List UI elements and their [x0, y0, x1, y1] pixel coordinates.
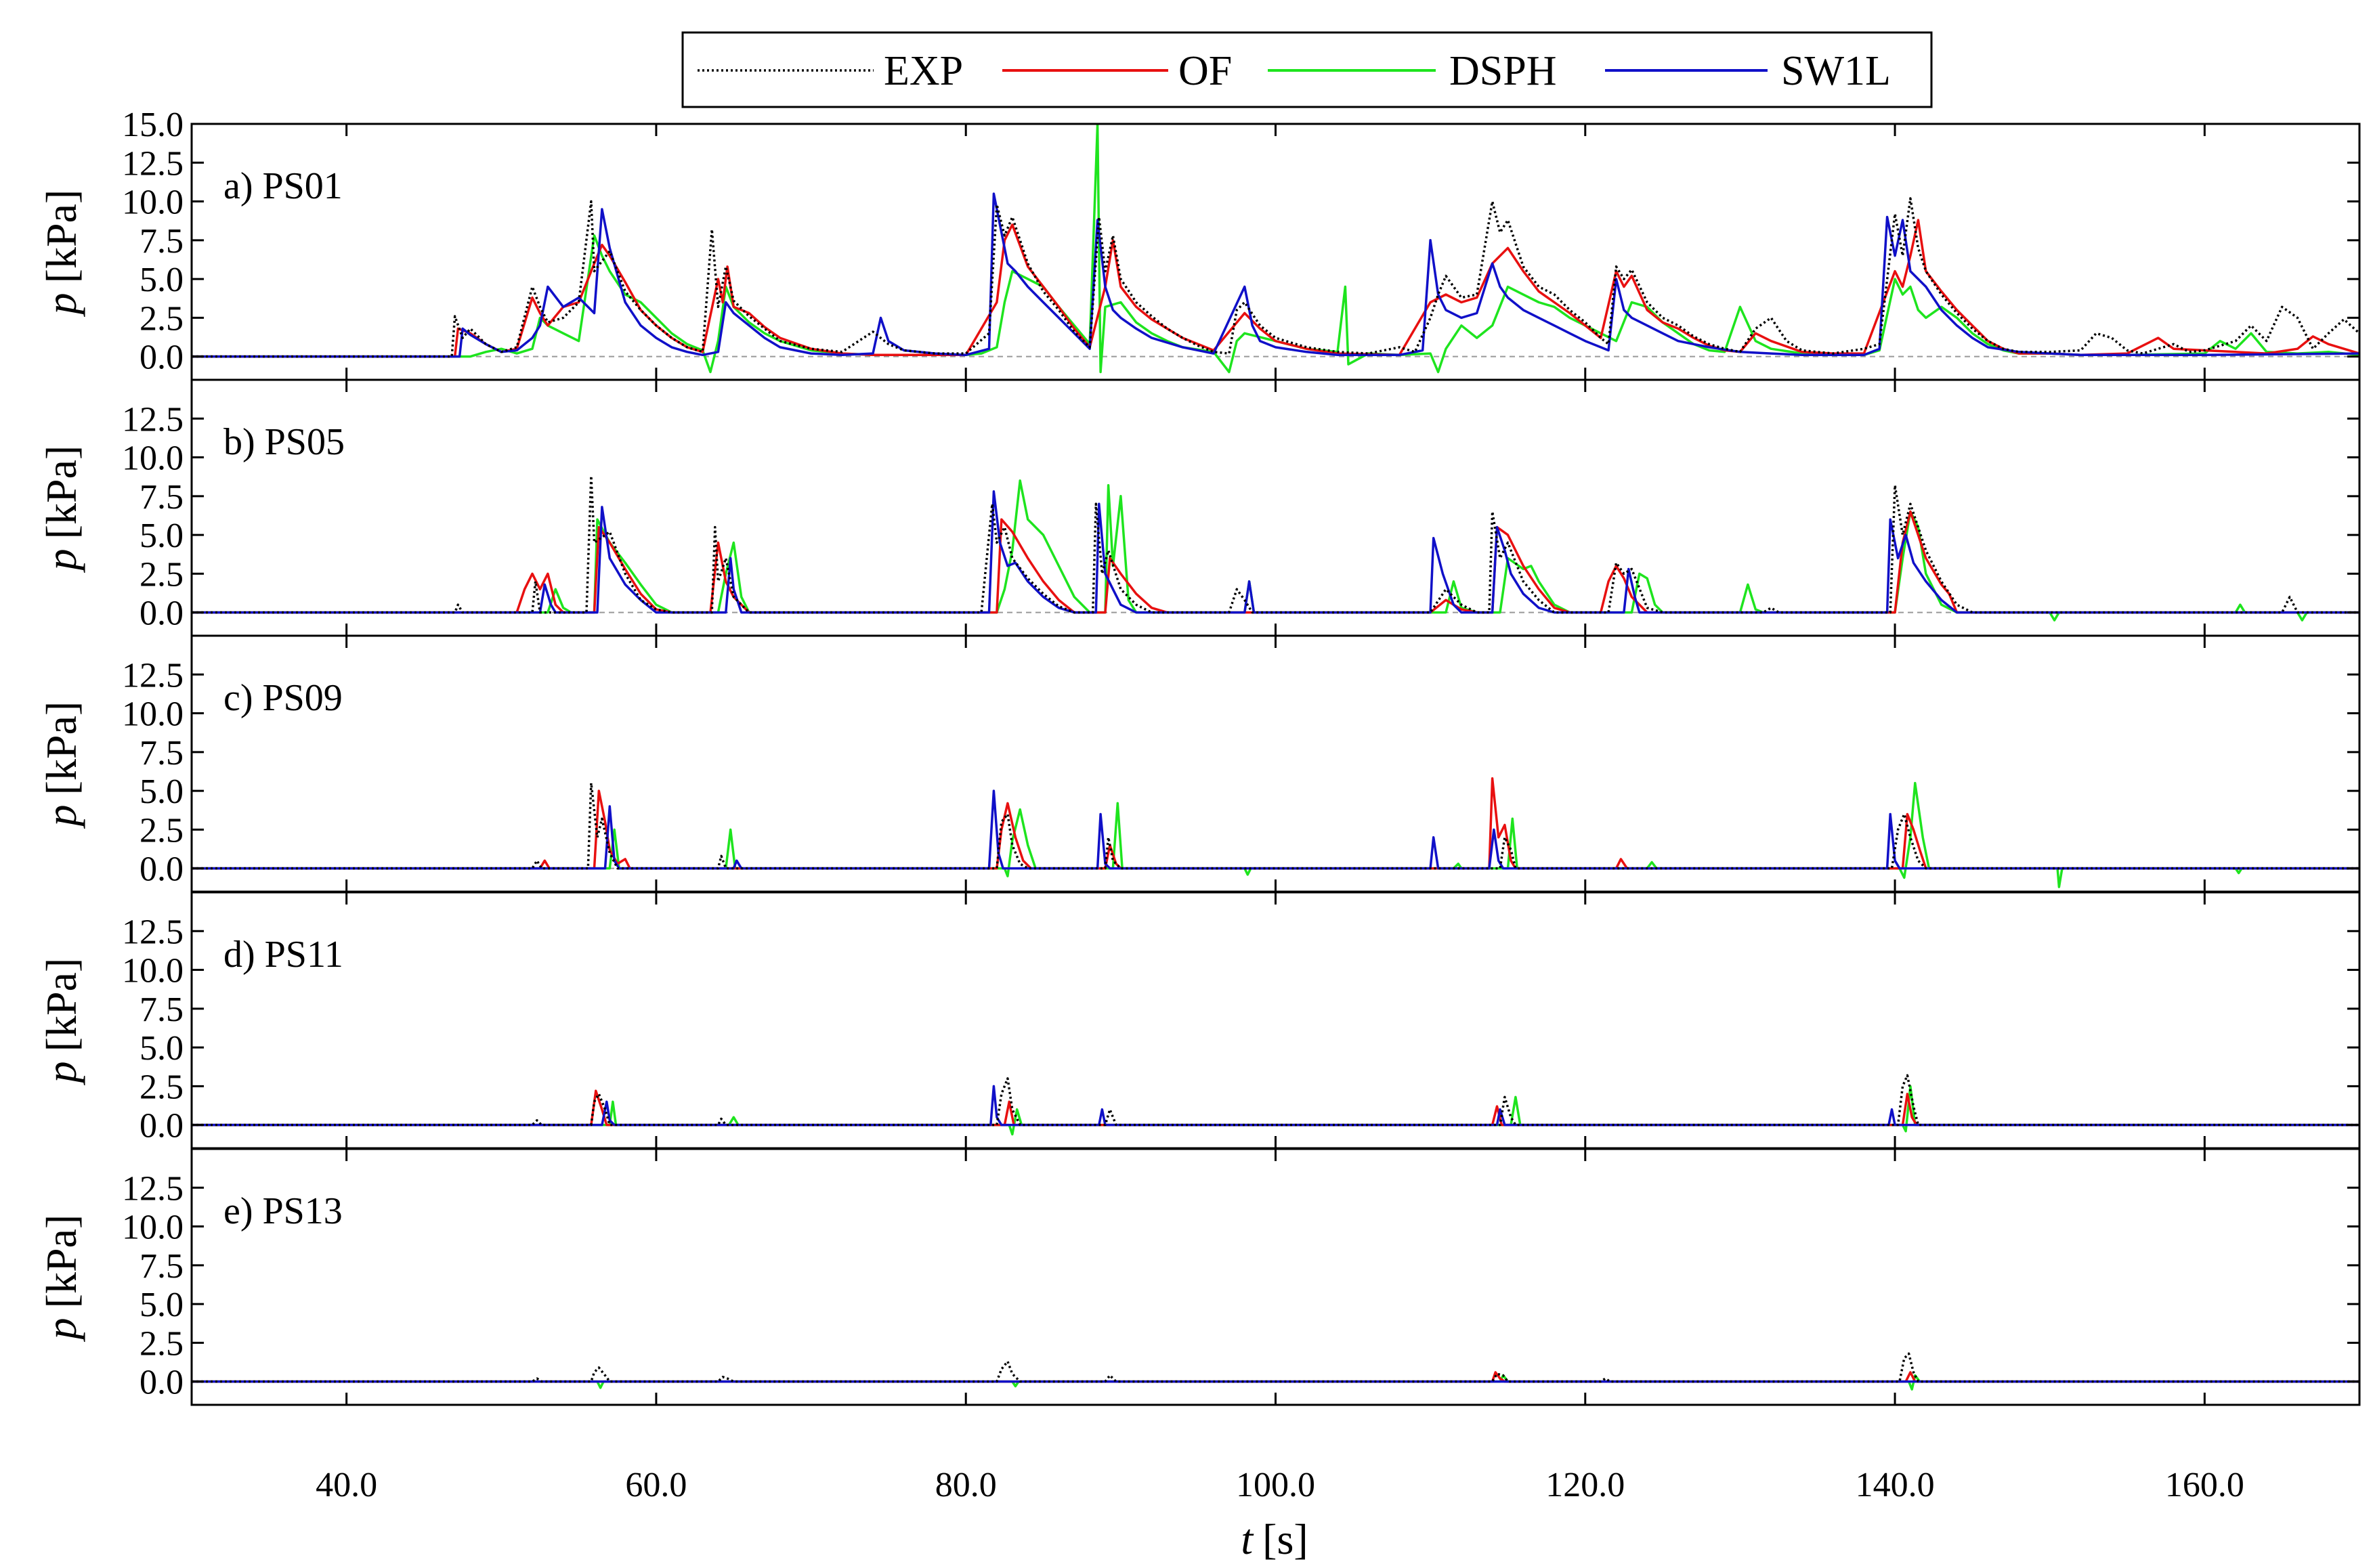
x-tick-label: 80.0 [935, 1466, 997, 1504]
y-tick-label: 12.5 [122, 913, 184, 951]
x-tick-label: 100.0 [1236, 1466, 1315, 1504]
y-tick-label: 2.5 [140, 1068, 184, 1106]
y-tick-label: 10.0 [122, 439, 184, 478]
y-tick-label: 10.0 [122, 183, 184, 222]
y-axis-unit: [kPa] [37, 701, 85, 796]
y-axis-symbol: p [37, 804, 85, 829]
y-tick-label: 5.0 [140, 517, 184, 555]
y-axis-symbol: p [37, 1061, 85, 1085]
series-line-exp [192, 781, 2359, 870]
x-axis-symbol: t [1241, 1515, 1254, 1563]
y-tick-label: 12.5 [122, 656, 184, 695]
legend-label-of: OF [1178, 48, 1232, 94]
y-tick-label: 12.5 [122, 1169, 184, 1208]
legend-label-sw1l: SW1L [1781, 48, 1891, 94]
y-tick-label: 0.0 [140, 1107, 184, 1146]
y-axis-unit: [kPa] [37, 445, 85, 540]
y-tick-label: 7.5 [140, 990, 184, 1029]
y-tick-label: 0.0 [140, 339, 184, 377]
x-axis-label: t [s] [1241, 1515, 1308, 1563]
x-tick-label: 60.0 [625, 1466, 687, 1504]
y-tick-label: 10.0 [122, 1208, 184, 1247]
y-axis-label: p [kPa] [37, 701, 85, 829]
panel-label: d) PS11 [223, 934, 343, 976]
panel-label: a) PS01 [223, 165, 343, 207]
y-axis-symbol: p [37, 548, 85, 573]
legend: EXP OF DSPH SW1L [681, 31, 1933, 108]
panel: 0.02.55.07.510.012.5 d) PS11 p [kPa] [37, 891, 2361, 1150]
y-tick-label: 10.0 [122, 952, 184, 990]
y-axis-label: p [kPa] [37, 190, 85, 318]
series-line-dsph [192, 124, 2359, 374]
y-axis-label: p [kPa] [37, 445, 85, 573]
panel-label: b) PS05 [223, 421, 345, 463]
y-tick-label: 2.5 [140, 1324, 184, 1363]
y-tick-label: 0.0 [140, 1364, 184, 1402]
y-axis-symbol: p [37, 292, 85, 317]
legend-label-exp: EXP [884, 48, 963, 94]
y-tick-label: 5.0 [140, 1286, 184, 1324]
y-tick-label: 2.5 [140, 299, 184, 338]
y-tick-label: 12.5 [122, 144, 184, 183]
series-line-sw1l [192, 192, 2359, 358]
y-tick-label: 15.0 [122, 106, 184, 144]
y-axis-symbol: p [37, 1317, 85, 1342]
y-tick-label: 7.5 [140, 734, 184, 772]
y-tick-label: 10.0 [122, 695, 184, 734]
y-tick-label: 12.5 [122, 400, 184, 439]
y-tick-label: 2.5 [140, 555, 184, 594]
y-axis-label: p [kPa] [37, 958, 85, 1086]
y-tick-label: 5.0 [140, 772, 184, 811]
series-line-exp [192, 1352, 2359, 1383]
panel: 0.02.55.07.510.012.5 e) PS13 p [kPa] [37, 1148, 2361, 1406]
x-tick-label: 40.0 [316, 1466, 377, 1504]
y-tick-label: 7.5 [140, 478, 184, 517]
series-line-exp [192, 197, 2359, 358]
panel-label: c) PS09 [223, 677, 343, 719]
x-tick-label: 160.0 [2165, 1466, 2244, 1504]
panels: 0.02.55.07.510.012.515.0a) PS01p[kPa]0.0… [37, 106, 2361, 1406]
x-axis-unit: [s] [1262, 1515, 1308, 1563]
y-tick-label: 7.5 [140, 222, 184, 261]
y-tick-label: 0.0 [140, 594, 184, 633]
series-line-exp [192, 1074, 2359, 1127]
y-axis-unit: [kPa] [37, 958, 85, 1052]
y-tick-label: 5.0 [140, 1029, 184, 1068]
x-tick-label: 140.0 [1856, 1466, 1935, 1504]
legend-label-dsph: DSPH [1449, 48, 1557, 94]
x-tick-label: 120.0 [1545, 1466, 1625, 1504]
y-tick-label: 0.0 [140, 850, 184, 889]
y-tick-label: 7.5 [140, 1247, 184, 1286]
series-line-sw1l [192, 490, 2359, 614]
y-axis-unit: [kPa] [37, 190, 85, 284]
y-axis-label: p [kPa] [37, 1215, 85, 1343]
x-tick-labels: 40.0 60.0 80.0 100.0 120.0 140.0 160.0 [316, 1466, 2244, 1504]
y-tick-label: 5.0 [140, 261, 184, 299]
y-axis-unit: [kPa] [37, 1215, 85, 1309]
panel-label: e) PS13 [223, 1190, 343, 1232]
y-tick-label: 2.5 [140, 811, 184, 850]
